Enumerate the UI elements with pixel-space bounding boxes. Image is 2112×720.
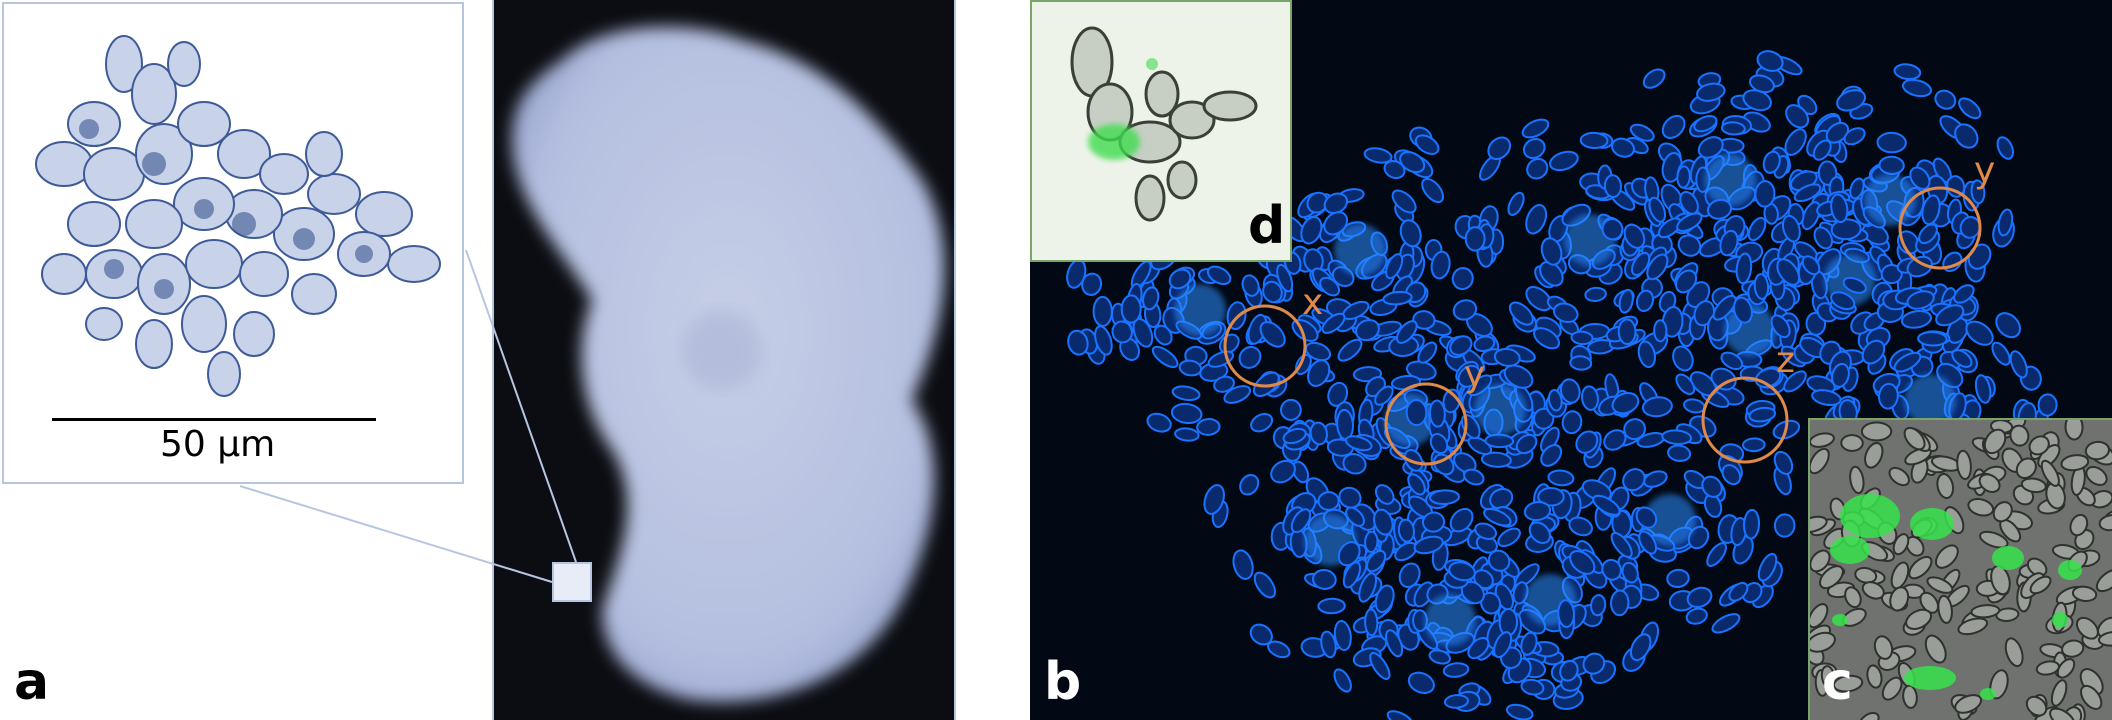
label-y-left: y bbox=[1464, 354, 1486, 395]
panel-label-a: a bbox=[14, 652, 50, 712]
label-y-right: y bbox=[1974, 150, 1996, 191]
label-z: z bbox=[1776, 340, 1795, 381]
panel-c-inset bbox=[1808, 418, 2112, 720]
annotation-circles bbox=[1223, 186, 1982, 466]
panel-d-inset bbox=[1030, 0, 1292, 262]
colony-shape bbox=[512, 26, 945, 702]
scale-bar-line bbox=[52, 418, 376, 421]
zoom-connector-lines bbox=[239, 249, 577, 583]
circle-y-left bbox=[1384, 382, 1468, 466]
panel-label-d: d bbox=[1248, 196, 1286, 256]
circle-y-right bbox=[1898, 186, 1982, 270]
scale-bar-label: 50 µm bbox=[160, 424, 276, 465]
cell-chain-image bbox=[1070, 26, 1258, 222]
fluorescent-cell-network bbox=[1066, 50, 2060, 720]
panel-label-c: c bbox=[1822, 652, 1853, 712]
label-x: x bbox=[1302, 282, 1324, 323]
panel-label-b: b bbox=[1044, 652, 1082, 712]
panel-b-fluorescence-image bbox=[1030, 0, 2112, 720]
cell-cluster-drawing bbox=[35, 35, 441, 397]
zoom-region-box bbox=[552, 562, 592, 602]
panel-a-drawing-inset bbox=[2, 2, 464, 484]
circle-x bbox=[1223, 304, 1307, 388]
circle-z bbox=[1701, 376, 1789, 464]
brightfield-gfp-image bbox=[1810, 420, 2112, 720]
